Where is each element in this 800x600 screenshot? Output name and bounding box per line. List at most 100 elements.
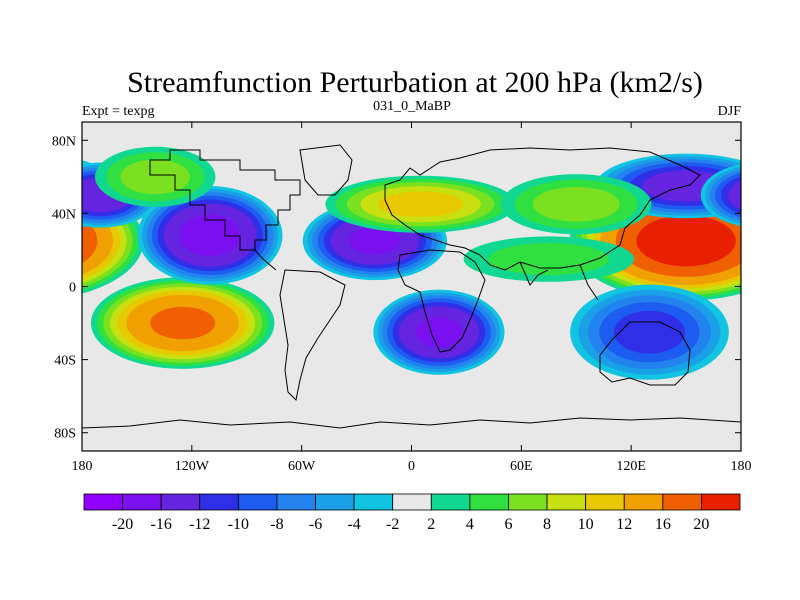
colorbar-swatch	[701, 493, 741, 511]
y-tick-label: 80N	[52, 134, 76, 149]
colorbar-swatch	[430, 493, 471, 511]
anomaly-band	[378, 191, 464, 218]
coastline-central-america	[254, 249, 277, 271]
colorbar-swatch	[122, 493, 162, 511]
colorbar: -20 -16 -12 -10 -8 -6 -4 -2 2 4 6 8 10 12 16 20	[83, 493, 741, 533]
anomaly-band	[120, 159, 191, 195]
colorbar-swatch	[469, 493, 509, 511]
colorbar-label: 8	[543, 516, 551, 533]
anomaly-band	[488, 243, 610, 276]
coastline-greenland	[299, 144, 353, 196]
anomaly-10	[94, 146, 800, 207]
colorbar-label: 10	[578, 516, 594, 533]
colorbar-swatch	[199, 493, 239, 511]
anomaly-band	[769, 287, 800, 359]
colorbar-label: -2	[386, 516, 399, 533]
colorbar-label: -20	[112, 516, 133, 533]
y-axis: 80N 40N 0 40S 80S	[52, 134, 741, 442]
colorbar-label: -4	[347, 516, 360, 533]
y-tick-label: 80S	[54, 427, 76, 442]
anomaly-9	[463, 236, 634, 282]
anomaly-band	[0, 170, 71, 201]
colorbar-swatch	[160, 493, 201, 511]
experiment-label: Expt = texpg	[82, 104, 154, 119]
colorbar-swatch	[276, 493, 316, 511]
colorbar-label: 6	[504, 516, 512, 533]
anomaly-8	[325, 175, 516, 233]
coastline-south-america	[279, 269, 346, 402]
anomaly-band	[0, 311, 26, 354]
season-label: DJF	[718, 104, 742, 119]
coastline-africa	[397, 249, 486, 353]
anomaly-band	[750, 277, 800, 369]
colorbar-label: 12	[616, 516, 632, 533]
x-tick-label: 60W	[288, 459, 316, 474]
anomaly-band	[777, 291, 800, 356]
colorbar-label: -16	[151, 516, 172, 533]
x-tick-label: 0	[408, 459, 415, 474]
x-tick-label: 120E	[616, 459, 646, 474]
coastline-antarctica	[82, 417, 741, 429]
x-tick-label: 60E	[510, 459, 533, 474]
colorbar-label: 4	[466, 516, 474, 533]
anomaly-5	[0, 284, 729, 380]
anomaly-band	[179, 214, 241, 257]
anomaly-band	[415, 317, 463, 348]
colorbar-swatch	[585, 493, 625, 511]
anomaly-11	[500, 174, 652, 235]
colorbar-swatch	[237, 493, 278, 511]
chart-title: Streamfunction Perturbation at 200 hPa (…	[127, 66, 703, 99]
coastline-north-america	[149, 149, 301, 251]
y-tick-label: 40N	[52, 207, 76, 222]
colorbar-swatch	[662, 493, 702, 511]
anomaly-band	[532, 186, 620, 222]
anomaly-band	[0, 295, 52, 369]
colorbar-label: 16	[655, 516, 671, 533]
colorbar-swatch	[392, 493, 432, 511]
x-tick-label: 180	[72, 459, 93, 474]
anomaly-band	[779, 159, 800, 194]
colorbar-swatch	[83, 493, 123, 511]
anomaly-band	[765, 152, 800, 201]
anomaly-band	[728, 181, 741, 210]
colorbar-label: -8	[270, 516, 283, 533]
anomaly-band	[82, 172, 94, 200]
anomaly-4	[373, 289, 505, 375]
x-tick-label: 120W	[175, 459, 210, 474]
anomaly-band	[0, 302, 41, 362]
anomaly-band	[762, 283, 800, 362]
x-axis: 180 120W 60W 0 60E 120E 180	[72, 122, 752, 474]
anomaly-band	[0, 215, 77, 266]
coastline-eurasia	[384, 147, 701, 271]
y-tick-label: 40S	[54, 354, 76, 369]
anomaly-1	[90, 277, 800, 369]
colorbar-label: 2	[427, 516, 435, 533]
anomaly-band	[0, 290, 61, 375]
colorbar-label: -12	[189, 516, 210, 533]
coastline-layer	[82, 144, 741, 429]
colorbar-swatch	[546, 493, 587, 511]
anomaly-band	[756, 280, 800, 366]
anomaly-band	[613, 310, 685, 354]
anomaly-band	[82, 218, 98, 264]
colorbar-swatch	[623, 493, 664, 511]
colorbar-swatch	[353, 493, 394, 511]
run-label: 031_0_MaBP	[373, 99, 451, 114]
anomaly-band	[349, 226, 401, 255]
colorbar-label: 20	[693, 516, 709, 533]
anomaly-band	[636, 215, 736, 267]
colorbar-label: -6	[309, 516, 322, 533]
anomaly-band	[785, 295, 800, 351]
colorbar-label: -10	[228, 516, 249, 533]
anomaly-band	[82, 181, 84, 191]
colorbar-swatch	[508, 493, 548, 511]
coastline-australia	[599, 321, 691, 386]
y-tick-label: 0	[69, 281, 76, 296]
x-tick-label: 180	[731, 459, 752, 474]
anomaly-band	[150, 306, 216, 340]
anomaly-band	[754, 147, 800, 207]
colorbar-swatch	[315, 493, 355, 511]
field-layer	[0, 146, 800, 380]
coastline-south-asia	[519, 261, 599, 301]
